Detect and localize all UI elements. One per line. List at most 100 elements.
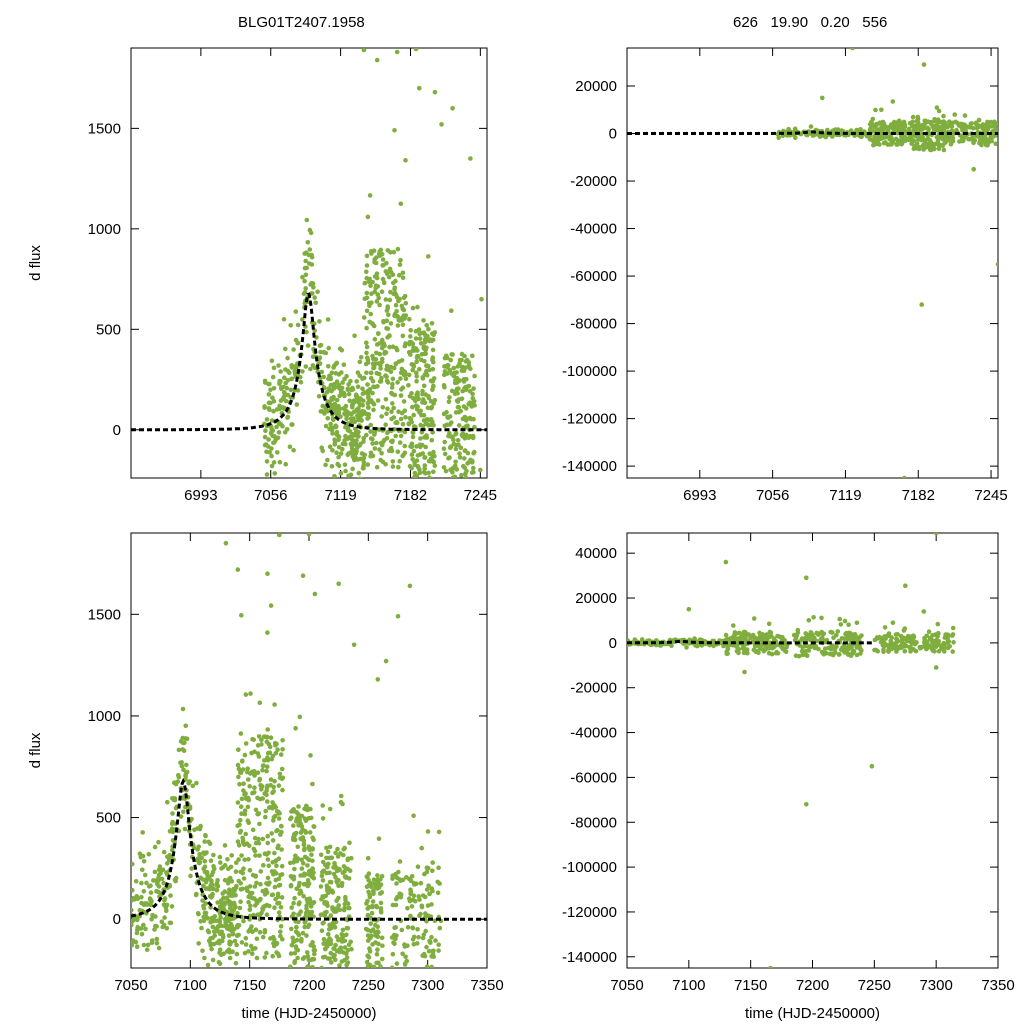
data-point <box>318 912 324 918</box>
data-point <box>241 781 246 786</box>
data-point <box>283 346 288 352</box>
data-point <box>723 559 729 565</box>
data-point <box>461 404 467 409</box>
data-point <box>415 354 420 359</box>
data-point <box>301 893 306 899</box>
y-tick-label: 20000 <box>575 78 617 95</box>
data-point <box>137 907 143 913</box>
data-point <box>422 339 428 345</box>
data-point <box>170 811 175 816</box>
data-point <box>325 457 330 463</box>
data-point <box>325 956 331 961</box>
data-point <box>410 897 416 903</box>
data-point <box>273 750 279 756</box>
data-point <box>205 928 211 933</box>
data-point <box>238 817 243 823</box>
data-point <box>206 875 212 880</box>
data-point <box>291 939 296 944</box>
data-point <box>288 860 293 866</box>
data-point <box>196 860 202 866</box>
data-point <box>818 637 824 642</box>
data-point <box>657 643 663 648</box>
data-point <box>421 413 427 418</box>
data-point <box>134 894 139 899</box>
data-point <box>985 119 990 125</box>
data-point <box>326 345 332 351</box>
data-point <box>857 643 862 649</box>
data-point <box>352 480 357 485</box>
data-point <box>270 753 276 759</box>
data-point <box>410 341 416 347</box>
data-point <box>773 650 779 656</box>
x-tick-label: 7100 <box>672 977 705 994</box>
data-point <box>236 774 241 780</box>
data-point <box>428 405 434 411</box>
data-point <box>311 285 316 290</box>
data-point <box>181 748 187 753</box>
data-point <box>402 369 408 375</box>
data-point <box>422 351 428 357</box>
data-point <box>430 366 436 372</box>
data-point <box>247 913 253 919</box>
data-point <box>364 340 369 346</box>
data-point <box>397 262 403 268</box>
data-point <box>275 450 280 455</box>
data-point <box>894 649 899 654</box>
data-point <box>265 840 271 846</box>
y-tick-label: -120000 <box>562 904 617 921</box>
y-tick-label: 1000 <box>88 708 121 725</box>
data-point <box>265 757 271 763</box>
data-point <box>400 453 405 459</box>
data-point <box>159 919 165 924</box>
data-point <box>393 302 399 308</box>
title-right: 626 19.90 0.20 556 <box>733 14 888 31</box>
data-point <box>364 370 369 376</box>
data-point <box>277 459 283 465</box>
data-point <box>399 927 405 933</box>
data-point <box>461 463 466 469</box>
data-point <box>150 938 155 943</box>
data-point <box>278 379 283 384</box>
data-point <box>152 844 158 850</box>
data-point <box>253 853 258 858</box>
data-point <box>437 925 443 931</box>
x-tick-label: 6993 <box>683 487 716 504</box>
data-point <box>258 869 264 874</box>
data-point <box>236 923 242 928</box>
data-point <box>280 787 285 793</box>
data-point <box>164 902 170 908</box>
data-point <box>203 879 209 885</box>
data-point <box>368 935 374 940</box>
data-point <box>421 932 427 937</box>
data-point <box>371 365 376 371</box>
data-point <box>318 342 324 348</box>
data-point <box>366 913 371 918</box>
data-point <box>260 836 266 842</box>
data-point <box>288 951 294 956</box>
data-point <box>805 132 810 138</box>
data-point <box>448 444 454 450</box>
data-point <box>414 374 420 379</box>
data-point <box>947 644 952 649</box>
data-point <box>372 259 377 265</box>
data-point <box>462 436 468 441</box>
data-point <box>334 429 340 435</box>
data-point <box>265 857 271 862</box>
data-point <box>366 877 371 883</box>
data-point <box>390 951 396 957</box>
data-point <box>426 417 432 423</box>
data-point <box>969 136 975 141</box>
data-point <box>751 616 757 621</box>
data-point <box>288 882 294 888</box>
data-point <box>368 249 374 254</box>
data-point <box>228 875 233 881</box>
data-point <box>265 727 271 732</box>
data-point <box>361 315 367 320</box>
data-point <box>411 424 417 429</box>
data-point <box>453 431 459 436</box>
data-point <box>240 886 245 892</box>
data-point <box>464 357 470 363</box>
data-point <box>333 850 338 856</box>
data-point <box>429 934 434 940</box>
data-point <box>976 117 982 123</box>
